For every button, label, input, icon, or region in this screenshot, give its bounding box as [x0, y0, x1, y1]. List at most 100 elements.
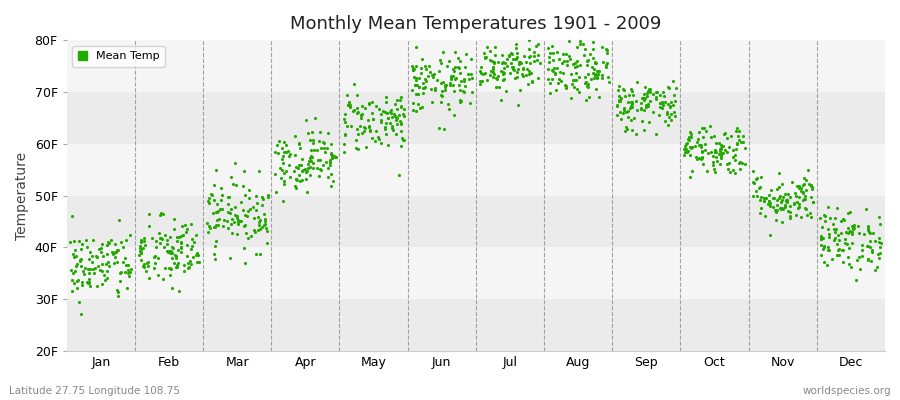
Point: [599, 46, 614, 53]
Point: [486, 66, 500, 72]
Point: [204, 190, 219, 197]
Y-axis label: Temperature: Temperature: [15, 152, 29, 240]
Point: [655, 98, 670, 105]
Point: [202, 200, 216, 206]
Point: [679, 141, 693, 148]
Point: [322, 162, 337, 168]
Point: [649, 96, 663, 102]
Point: [65, 213, 79, 219]
Point: [720, 149, 734, 156]
Point: [491, 73, 505, 80]
Point: [318, 148, 332, 155]
Point: [425, 99, 439, 105]
Point: [822, 231, 836, 237]
Point: [630, 78, 644, 85]
Point: [669, 85, 683, 91]
Point: [599, 64, 614, 70]
Point: [637, 127, 652, 133]
Point: [586, 39, 600, 45]
Point: [223, 174, 238, 180]
Point: [409, 91, 423, 97]
Point: [562, 53, 576, 60]
Point: [233, 218, 248, 224]
Point: [170, 262, 184, 268]
Point: [612, 92, 626, 99]
Point: [324, 170, 338, 177]
Point: [708, 148, 723, 155]
Point: [185, 243, 200, 249]
Point: [169, 238, 184, 244]
Point: [650, 88, 664, 95]
Point: [485, 57, 500, 64]
Point: [200, 220, 214, 227]
Point: [350, 110, 365, 116]
Point: [691, 136, 706, 142]
Point: [775, 219, 789, 225]
Point: [489, 84, 503, 90]
Point: [668, 98, 682, 104]
Point: [144, 235, 158, 242]
Point: [291, 165, 305, 172]
Point: [238, 222, 253, 228]
Point: [187, 238, 202, 245]
Point: [438, 82, 453, 88]
Point: [679, 146, 693, 152]
Bar: [67, 144, 885, 196]
Point: [847, 224, 861, 231]
Point: [710, 157, 724, 164]
Point: [77, 271, 92, 277]
Point: [85, 252, 99, 259]
Point: [206, 210, 220, 216]
Point: [513, 86, 527, 93]
Point: [796, 182, 810, 188]
Point: [190, 250, 204, 256]
Point: [412, 84, 427, 90]
Point: [182, 264, 196, 271]
Point: [433, 56, 447, 63]
Point: [519, 59, 534, 66]
Point: [323, 157, 338, 163]
Point: [548, 71, 562, 78]
Point: [207, 196, 221, 203]
Point: [116, 259, 130, 266]
Point: [160, 248, 175, 254]
Point: [393, 94, 408, 100]
Point: [96, 253, 111, 259]
Point: [338, 111, 353, 117]
Point: [799, 212, 814, 219]
Point: [830, 252, 844, 258]
Point: [572, 38, 587, 44]
Point: [457, 78, 472, 84]
Point: [65, 277, 79, 283]
Point: [274, 167, 289, 174]
Point: [542, 58, 556, 65]
Point: [543, 90, 557, 96]
Point: [580, 84, 595, 91]
Point: [316, 139, 330, 146]
Point: [369, 128, 383, 134]
Point: [446, 73, 460, 80]
Point: [317, 145, 331, 152]
Point: [163, 264, 177, 271]
Point: [783, 203, 797, 210]
Point: [716, 142, 730, 149]
Point: [384, 107, 399, 114]
Point: [732, 136, 746, 143]
Point: [447, 68, 462, 74]
Point: [212, 206, 227, 212]
Point: [562, 56, 577, 62]
Point: [461, 71, 475, 77]
Point: [817, 243, 832, 249]
Point: [437, 126, 452, 132]
Point: [119, 237, 133, 244]
Point: [678, 142, 692, 149]
Point: [252, 222, 266, 228]
Point: [313, 166, 328, 172]
Point: [821, 246, 835, 253]
Point: [444, 75, 458, 81]
Point: [613, 98, 627, 105]
Point: [522, 37, 536, 44]
Point: [66, 251, 80, 258]
Point: [260, 228, 274, 235]
Point: [783, 209, 797, 215]
